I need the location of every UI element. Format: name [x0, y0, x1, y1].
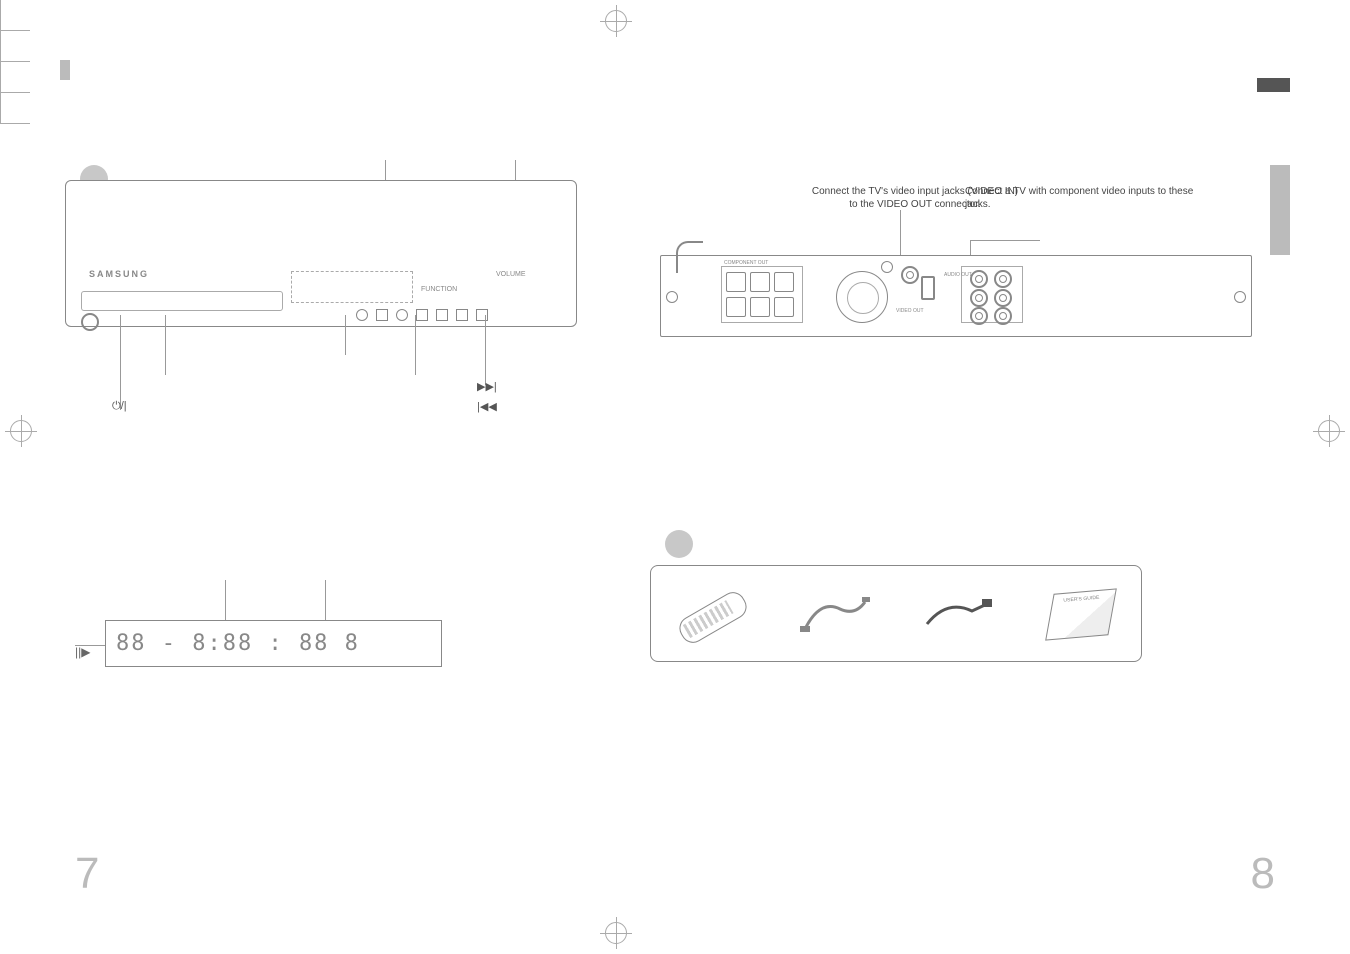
crop-mark [0, 92, 30, 93]
section-accent [60, 60, 70, 80]
device-body: SAMSUNG FUNCTION VOLUME [65, 180, 577, 327]
terminal-icon [774, 297, 794, 317]
power-button-icon [81, 313, 99, 331]
callout-line [900, 210, 901, 255]
step-marker-icon [665, 530, 693, 558]
crop-mark [0, 30, 30, 31]
button-icon [416, 309, 428, 321]
callout-line [485, 315, 486, 385]
rca-jack-icon [970, 270, 988, 288]
front-panel-diagram: ▲ ▶|| ■ SAMSUNG FUNCTION VOLUME ⏻/| [65, 165, 575, 425]
brand-logo: SAMSUNG [89, 269, 149, 279]
callout-line [165, 315, 166, 375]
button-icon [436, 309, 448, 321]
av-cable-icon [790, 579, 880, 649]
register-mark-icon [605, 10, 627, 32]
rca-jack-icon [901, 266, 919, 284]
audio-out-label: AUDIO OUT [944, 272, 972, 278]
rear-chassis: COMPONENT OUT VIDEO OUT AUDIO OUT [660, 255, 1252, 337]
speaker-terminal-group: COMPONENT OUT [721, 266, 803, 323]
power-cable-icon [912, 579, 1002, 649]
button-icon [396, 309, 408, 321]
standby-icon: ⏻/| [112, 400, 127, 413]
volume-label: VOLUME [496, 271, 526, 278]
manual-label: USER'S GUIDE [1063, 594, 1100, 603]
rear-panel-diagram: Connect the TV's video input jacks (VIDE… [660, 185, 1250, 425]
page-number-right: 8 [1251, 849, 1275, 899]
callout-line [345, 315, 346, 355]
screw-icon [881, 261, 893, 273]
display-bezel: 88 - 8:88 : 88 8 [105, 620, 442, 667]
crop-mark [0, 93, 1, 123]
component-callout: Connect a TV with component video inputs… [965, 185, 1195, 211]
eject-control-icon [376, 309, 388, 321]
button-icon [456, 309, 468, 321]
crop-mark [0, 61, 30, 62]
rca-jack-icon [994, 307, 1012, 325]
rca-jack-icon [970, 289, 988, 307]
accessories-box: USER'S GUIDE [650, 565, 1142, 662]
display-panel-diagram: ||▶ 88 - 8:88 : 88 8 [75, 580, 440, 670]
segment-digits: 88 - 8:88 : 88 8 [116, 631, 360, 656]
register-mark-icon [10, 420, 32, 442]
video-out-label: VIDEO OUT [896, 308, 924, 314]
rca-jack-icon [970, 307, 988, 325]
video-out-group: VIDEO OUT [901, 266, 941, 321]
function-label: FUNCTION [421, 286, 457, 293]
play-indicator-icon: ||▶ [75, 645, 90, 659]
button-icon [356, 309, 368, 321]
callout-line [970, 240, 1040, 241]
power-cord-icon [676, 241, 703, 273]
callout-line [225, 580, 226, 620]
screw-icon [1234, 291, 1246, 303]
rca-jack-icon [994, 270, 1012, 288]
terminal-icon [774, 272, 794, 292]
crop-mark [0, 123, 30, 124]
register-mark-icon [605, 922, 627, 944]
accessories-section: USER'S GUIDE [650, 530, 1140, 660]
manual-icon: USER'S GUIDE [1035, 579, 1125, 649]
crop-mark [0, 0, 1, 30]
antenna-jack-icon [921, 276, 935, 300]
display-area [291, 271, 413, 303]
rca-jack-icon [994, 289, 1012, 307]
crop-mark [0, 31, 1, 61]
component-label: COMPONENT OUT [724, 260, 768, 266]
callout-line [325, 580, 326, 620]
callout-line [415, 315, 416, 375]
skip-back-icon: |◀◀ [477, 400, 497, 413]
screw-icon [666, 291, 678, 303]
terminal-icon [726, 272, 746, 292]
section-tab [1270, 165, 1290, 255]
page-spread: ▲ ▶|| ■ SAMSUNG FUNCTION VOLUME ⏻/| [0, 0, 1350, 954]
disc-tray [81, 291, 283, 311]
crop-mark [0, 62, 1, 92]
button-icon [476, 309, 488, 321]
callout-line [120, 315, 121, 410]
skip-fwd-icon: ▶▶| [477, 380, 497, 393]
terminal-icon [750, 272, 770, 292]
terminal-icon [750, 297, 770, 317]
audio-out-group: AUDIO OUT [961, 266, 1023, 323]
section-accent [1257, 78, 1290, 92]
terminal-icon [726, 297, 746, 317]
fan-vent-icon [836, 271, 888, 323]
remote-control-icon [667, 579, 757, 649]
register-mark-icon [1318, 420, 1340, 442]
page-number-left: 7 [75, 849, 99, 899]
